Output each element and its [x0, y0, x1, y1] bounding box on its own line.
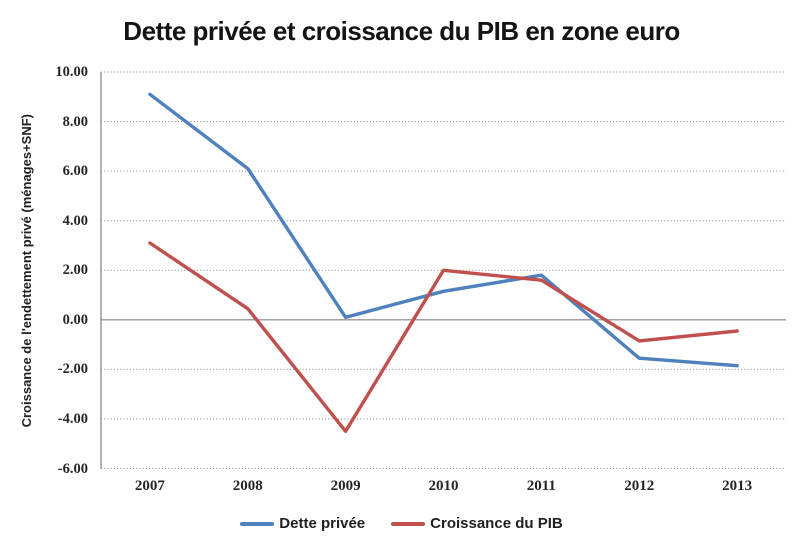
y-tick-label: 0.00: [62, 311, 88, 328]
y-tick-label: -6.00: [57, 460, 88, 477]
legend-line-swatch-red-icon: [391, 521, 426, 526]
legend: Dette privée Croissance du PIB: [0, 515, 803, 532]
x-tick-label: 2013: [722, 478, 753, 494]
y-tick-label: 10.00: [55, 64, 88, 80]
x-tick-label: 2009: [330, 478, 361, 494]
y-tick-label: 8.00: [62, 113, 88, 130]
x-tick-label: 2010: [428, 478, 459, 494]
legend-label-dette-privee: Dette privée: [279, 515, 366, 532]
legend-item-dette-privee: Dette privée: [240, 515, 365, 532]
y-tick-label: 2.00: [62, 262, 88, 279]
y-tick-label: 6.00: [62, 163, 88, 180]
series-line-1: [148, 241, 739, 433]
legend-item-croissance-pib: Croissance du PIB: [391, 515, 563, 532]
y-tick-label: -4.00: [57, 410, 88, 427]
chart-title: Dette privée et croissance du PIB en zon…: [123, 16, 680, 46]
x-tick-label: 2012: [624, 478, 655, 494]
legend-label-croissance-pib: Croissance du PIB: [430, 515, 563, 532]
y-tick-label: 4.00: [62, 212, 88, 229]
x-tick-label: 2011: [526, 478, 556, 494]
series-line-0: [148, 92, 739, 368]
legend-line-swatch-blue-icon: [240, 521, 275, 526]
x-tick-label: 2008: [232, 478, 263, 494]
x-tick-label: 2007: [134, 478, 165, 494]
y-tick-label: -2.00: [57, 361, 88, 378]
